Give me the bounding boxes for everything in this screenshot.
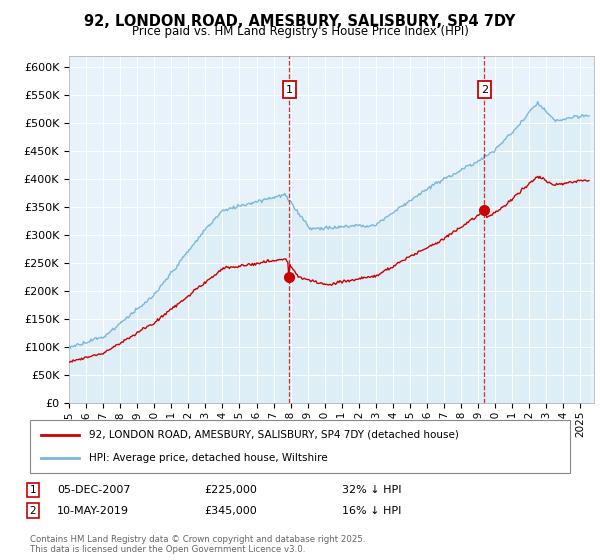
- Text: 32% ↓ HPI: 32% ↓ HPI: [342, 485, 401, 495]
- Text: 1: 1: [286, 85, 293, 95]
- Text: 2: 2: [481, 85, 488, 95]
- Text: £225,000: £225,000: [204, 485, 257, 495]
- Text: £345,000: £345,000: [204, 506, 257, 516]
- Text: 92, LONDON ROAD, AMESBURY, SALISBURY, SP4 7DY (detached house): 92, LONDON ROAD, AMESBURY, SALISBURY, SP…: [89, 430, 459, 440]
- Text: Price paid vs. HM Land Registry's House Price Index (HPI): Price paid vs. HM Land Registry's House …: [131, 25, 469, 38]
- Text: 92, LONDON ROAD, AMESBURY, SALISBURY, SP4 7DY: 92, LONDON ROAD, AMESBURY, SALISBURY, SP…: [85, 14, 515, 29]
- FancyBboxPatch shape: [30, 420, 570, 473]
- Text: HPI: Average price, detached house, Wiltshire: HPI: Average price, detached house, Wilt…: [89, 453, 328, 463]
- Text: 16% ↓ HPI: 16% ↓ HPI: [342, 506, 401, 516]
- Text: 1: 1: [29, 485, 37, 495]
- Text: 2: 2: [29, 506, 37, 516]
- Text: 05-DEC-2007: 05-DEC-2007: [57, 485, 131, 495]
- Text: 10-MAY-2019: 10-MAY-2019: [57, 506, 129, 516]
- Text: Contains HM Land Registry data © Crown copyright and database right 2025.
This d: Contains HM Land Registry data © Crown c…: [30, 535, 365, 554]
